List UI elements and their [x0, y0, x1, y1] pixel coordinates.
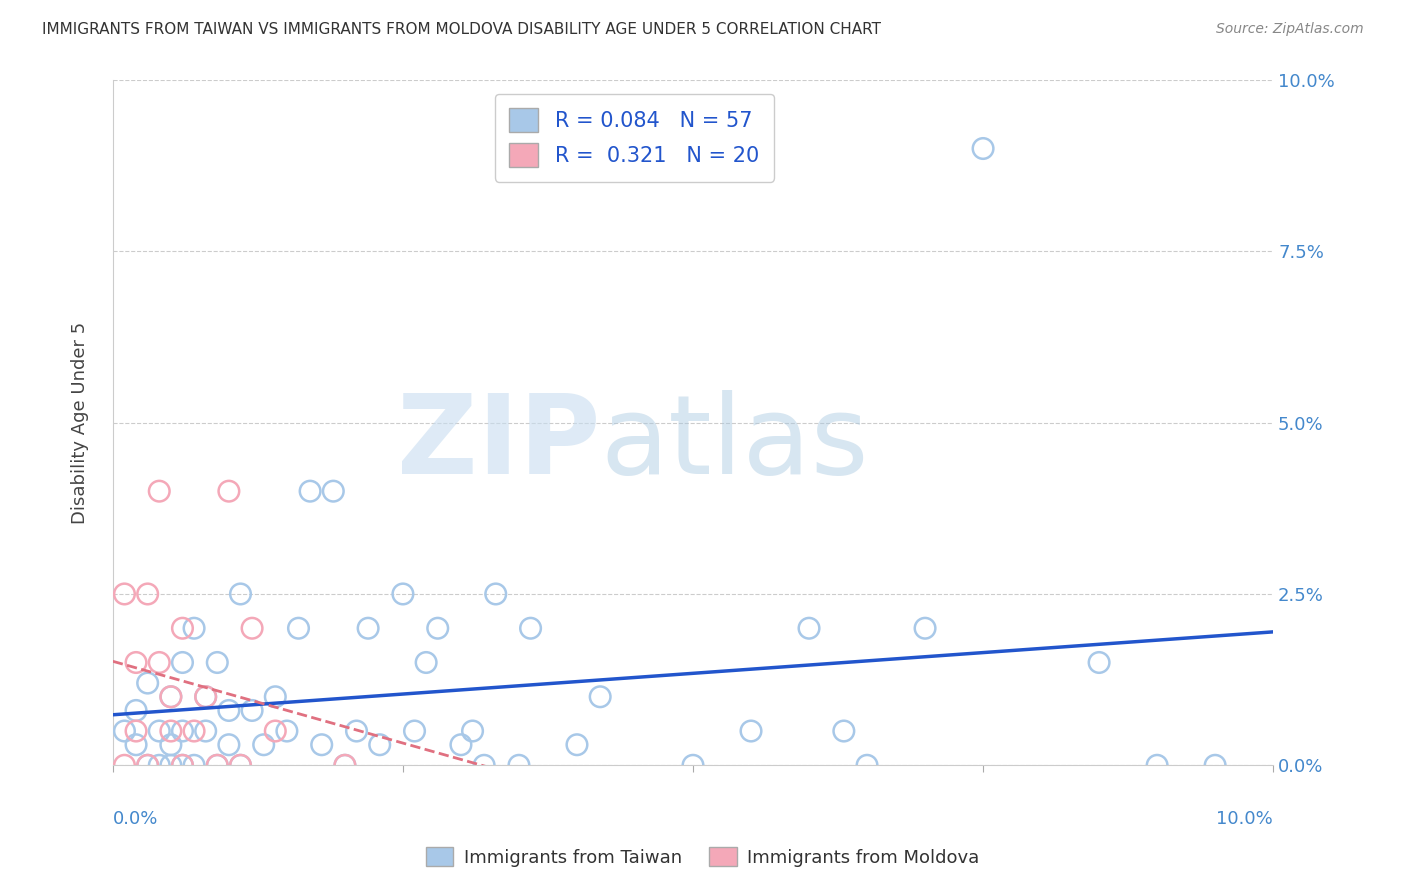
- Point: [264, 724, 287, 739]
- Point: [333, 758, 356, 772]
- Point: [461, 724, 484, 739]
- Point: [172, 656, 194, 670]
- Point: [183, 758, 205, 772]
- Point: [172, 724, 194, 739]
- Text: IMMIGRANTS FROM TAIWAN VS IMMIGRANTS FROM MOLDOVA DISABILITY AGE UNDER 5 CORRELA: IMMIGRANTS FROM TAIWAN VS IMMIGRANTS FRO…: [42, 22, 882, 37]
- Point: [136, 587, 159, 601]
- Point: [682, 758, 704, 772]
- Point: [218, 703, 240, 717]
- Point: [972, 141, 994, 155]
- Point: [125, 738, 148, 752]
- Point: [508, 758, 530, 772]
- Point: [276, 724, 298, 739]
- Point: [148, 758, 170, 772]
- Point: [218, 738, 240, 752]
- Point: [114, 724, 136, 739]
- Point: [485, 587, 508, 601]
- Point: [183, 724, 205, 739]
- Point: [160, 690, 183, 704]
- Text: ZIP: ZIP: [396, 390, 600, 497]
- Point: [160, 758, 183, 772]
- Point: [125, 656, 148, 670]
- Point: [368, 738, 391, 752]
- Point: [1088, 656, 1111, 670]
- Point: [218, 484, 240, 499]
- Point: [229, 587, 252, 601]
- Point: [346, 724, 368, 739]
- Point: [172, 621, 194, 635]
- Point: [240, 621, 263, 635]
- Point: [415, 656, 437, 670]
- Text: Source: ZipAtlas.com: Source: ZipAtlas.com: [1216, 22, 1364, 37]
- Point: [125, 703, 148, 717]
- Legend: Immigrants from Taiwan, Immigrants from Moldova: Immigrants from Taiwan, Immigrants from …: [419, 840, 987, 874]
- Point: [797, 621, 820, 635]
- Point: [114, 758, 136, 772]
- Point: [114, 587, 136, 601]
- Point: [194, 690, 217, 704]
- Point: [589, 690, 612, 704]
- Point: [565, 738, 588, 752]
- Text: atlas: atlas: [600, 390, 869, 497]
- Point: [856, 758, 879, 772]
- Point: [472, 758, 495, 772]
- Point: [183, 621, 205, 635]
- Point: [207, 758, 229, 772]
- Point: [207, 758, 229, 772]
- Point: [160, 690, 183, 704]
- Point: [404, 724, 426, 739]
- Point: [311, 738, 333, 752]
- Point: [1146, 758, 1168, 772]
- Point: [1204, 758, 1226, 772]
- Point: [519, 621, 541, 635]
- Point: [136, 758, 159, 772]
- Point: [148, 724, 170, 739]
- Point: [136, 676, 159, 690]
- Point: [426, 621, 449, 635]
- Point: [207, 656, 229, 670]
- Text: 10.0%: 10.0%: [1216, 810, 1274, 828]
- Point: [148, 656, 170, 670]
- Point: [450, 738, 472, 752]
- Point: [322, 484, 344, 499]
- Point: [160, 738, 183, 752]
- Point: [914, 621, 936, 635]
- Point: [172, 758, 194, 772]
- Point: [229, 758, 252, 772]
- Point: [136, 758, 159, 772]
- Point: [229, 758, 252, 772]
- Text: 0.0%: 0.0%: [112, 810, 159, 828]
- Point: [194, 690, 217, 704]
- Point: [240, 703, 263, 717]
- Point: [333, 758, 356, 772]
- Point: [392, 587, 415, 601]
- Point: [194, 724, 217, 739]
- Point: [299, 484, 322, 499]
- Point: [253, 738, 276, 752]
- Legend: R = 0.084   N = 57, R =  0.321   N = 20: R = 0.084 N = 57, R = 0.321 N = 20: [495, 94, 773, 182]
- Point: [172, 758, 194, 772]
- Point: [264, 690, 287, 704]
- Point: [287, 621, 309, 635]
- Point: [832, 724, 855, 739]
- Point: [148, 484, 170, 499]
- Point: [740, 724, 762, 739]
- Y-axis label: Disability Age Under 5: Disability Age Under 5: [72, 321, 89, 524]
- Point: [125, 724, 148, 739]
- Point: [160, 724, 183, 739]
- Point: [357, 621, 380, 635]
